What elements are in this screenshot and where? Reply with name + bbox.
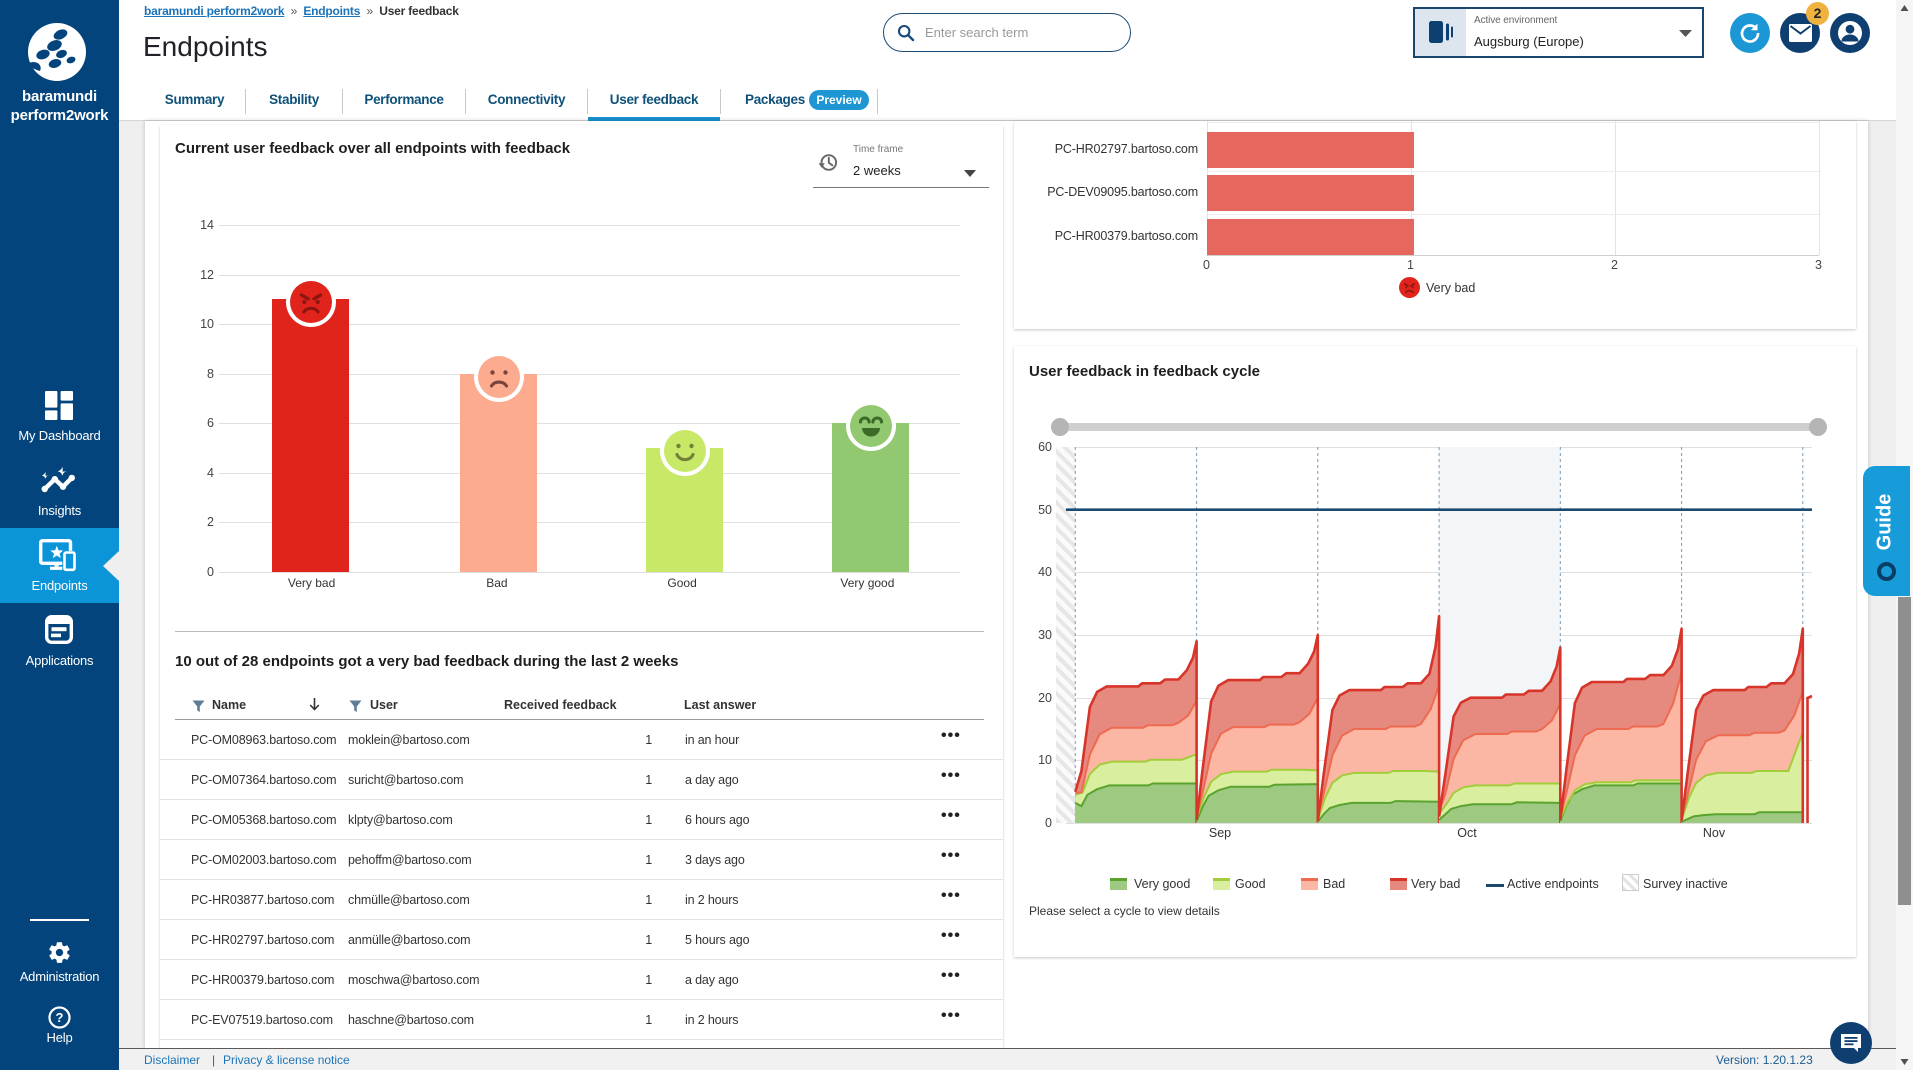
svg-text:?: ? [56, 1010, 64, 1025]
